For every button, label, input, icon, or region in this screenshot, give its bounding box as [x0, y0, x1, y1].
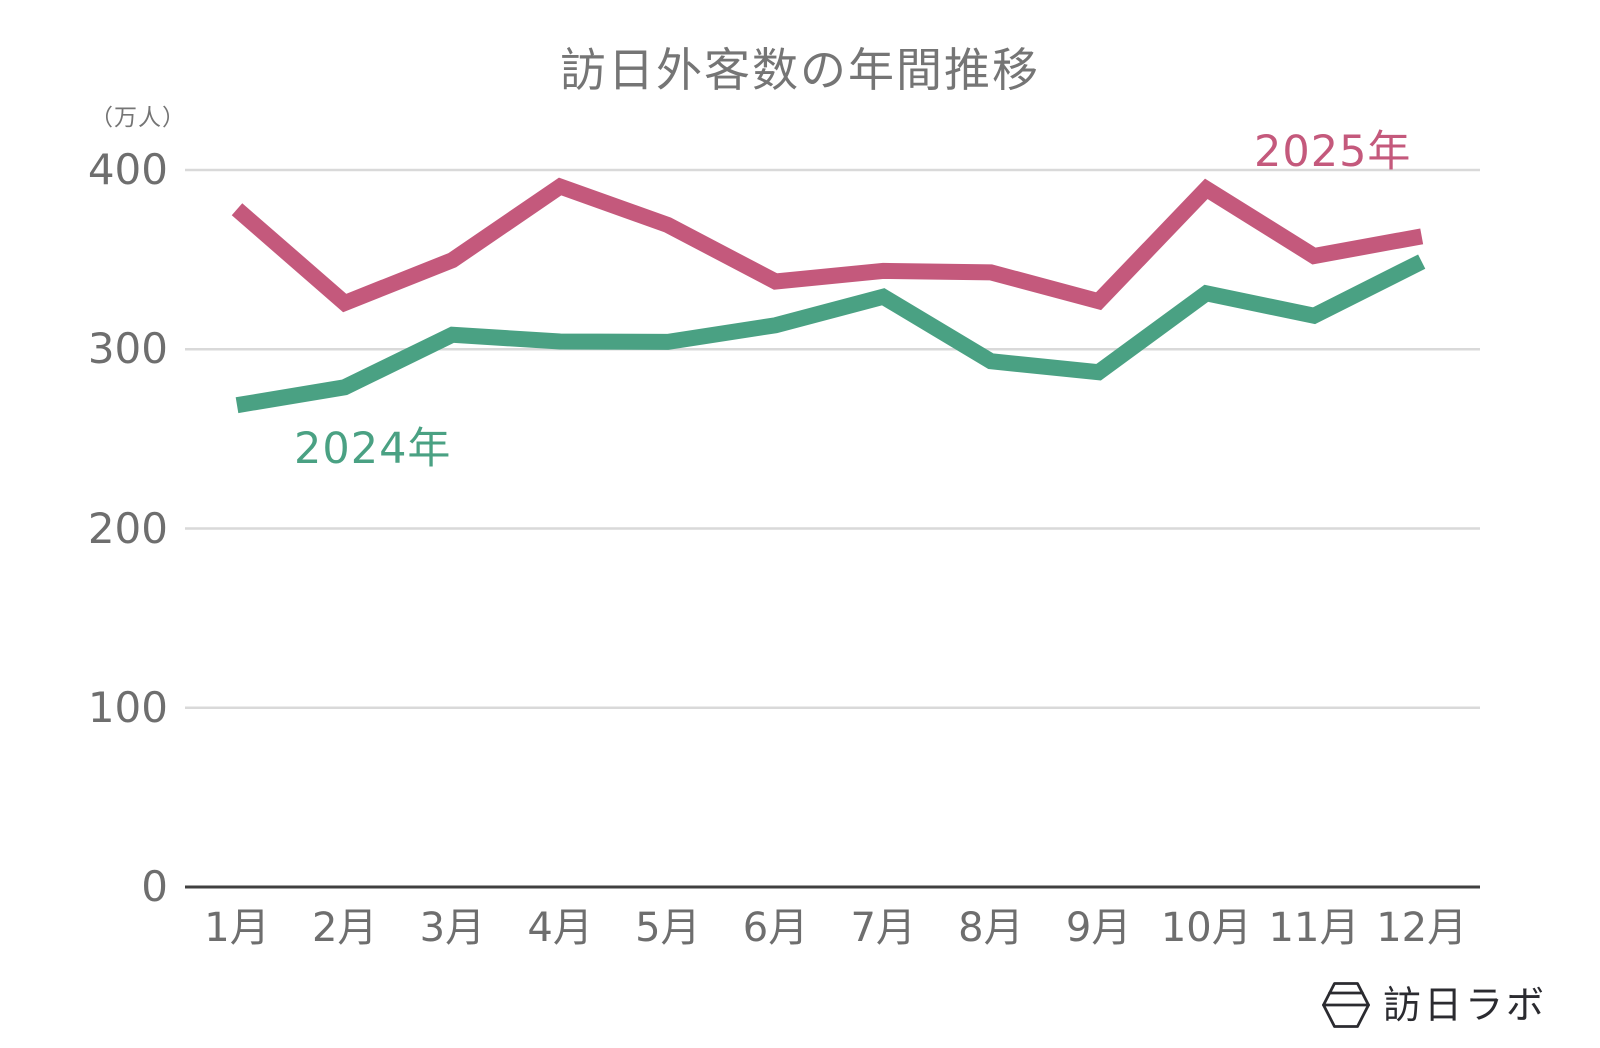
- chart-title: 訪日外客数の年間推移: [560, 43, 1040, 97]
- x-tick-label-9: 9月: [1065, 905, 1132, 951]
- x-tick-label-2: 2月: [311, 905, 378, 951]
- series-line-2025年: [231, 177, 1424, 313]
- y-tick-label-100: 100: [87, 682, 168, 732]
- y-tick-label-0: 0: [141, 862, 168, 911]
- x-tick-label-6: 6月: [742, 905, 809, 951]
- series-label-2025: 2025年: [1254, 127, 1412, 177]
- x-tick-label-5: 5月: [635, 905, 701, 951]
- x-tick-label-1: 1月: [204, 905, 270, 951]
- series-line-2024年: [235, 254, 1426, 414]
- x-tick-label-3: 3月: [419, 905, 486, 951]
- series-label-2024: 2024年: [294, 424, 452, 474]
- y-tick-label-400: 400: [87, 145, 168, 194]
- x-tick-label-12: 12月: [1376, 905, 1468, 951]
- y-tick-label-300: 300: [87, 324, 168, 374]
- x-tick-label-8: 8月: [958, 905, 1024, 951]
- x-tick-label-10: 10月: [1160, 905, 1252, 951]
- y-axis-unit-label: （万人）: [90, 105, 186, 131]
- x-tick-label-7: 7月: [850, 905, 916, 951]
- hexagon-pot-logo-icon: [1322, 982, 1370, 1028]
- y-tick-label-200: 200: [87, 503, 168, 553]
- x-tick-label-11: 11月: [1268, 905, 1360, 951]
- brand-logo-text: 訪日ラボ: [1383, 983, 1548, 1027]
- brand-logo: 訪日ラボ: [1322, 982, 1547, 1028]
- x-tick-label-4: 4月: [527, 905, 593, 951]
